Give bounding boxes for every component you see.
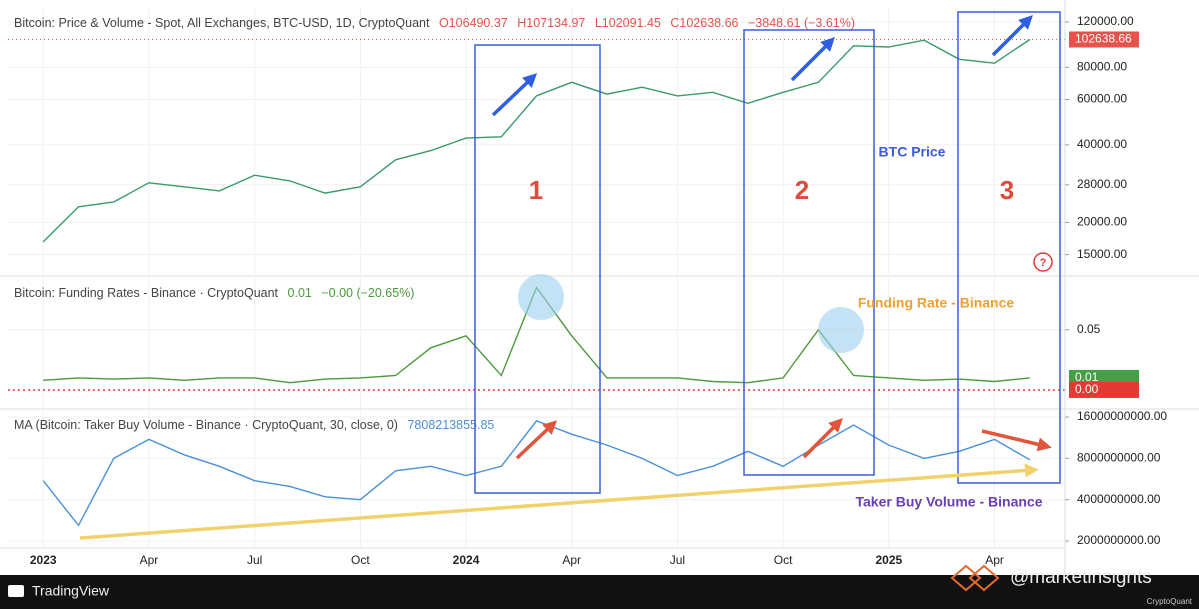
header-text: Bitcoin: Price & Volume - Spot, All Exch…: [14, 16, 430, 30]
boxes: [474, 11, 1061, 494]
header-text: −3848.61 (−3.61%): [748, 16, 855, 30]
arrow: [515, 420, 558, 460]
help-icon: [1033, 252, 1053, 272]
header-text: 7808213855.85: [407, 418, 494, 432]
highlight: [818, 307, 864, 353]
box: [957, 11, 1061, 484]
annotation: 3: [1000, 175, 1014, 205]
price-label-box: [1069, 31, 1139, 48]
y-tick-label: 2000000000.00: [1077, 533, 1161, 547]
footer: [0, 575, 1199, 609]
arrow: [981, 429, 1052, 452]
x-tick-label: Jul: [247, 553, 262, 567]
price-label: 0.01: [1075, 370, 1099, 384]
arrow: [790, 37, 835, 82]
arrow: [991, 15, 1033, 57]
header-text: 0.01: [288, 286, 312, 300]
box: [474, 44, 601, 494]
header-text: C102638.66: [670, 16, 738, 30]
panes: 2023 Apr Jul Oct 2024 Apr Jul Oct 2025 Apr 15000.0…: [8, 8, 1167, 567]
header-text: L102091.45: [595, 16, 661, 30]
x-tick-label: Jul: [670, 553, 685, 567]
arrow: [491, 73, 538, 117]
price-label: 102638.66: [1075, 32, 1132, 46]
y-tick-label: 20000.00: [1077, 215, 1127, 229]
y-tick-label: 16000000000.00: [1077, 409, 1167, 423]
series-line: [42, 38, 1031, 243]
trend-line: [79, 463, 1039, 540]
x-tick-label: Apr: [985, 553, 1004, 567]
price-label-box: [1069, 381, 1139, 398]
price-label-box: [1069, 369, 1139, 386]
y-tick-label: 15000.00: [1077, 247, 1127, 261]
x-tick-label: 2024: [453, 553, 480, 567]
help-icon-text: ?: [1040, 257, 1047, 269]
arrows: [79, 15, 1052, 540]
pane-header: Bitcoin: Price & Volume - Spot, All Exch…: [14, 16, 855, 30]
logo: [8, 585, 24, 597]
brand: TradingView: [32, 583, 110, 599]
annotation: Taker Buy Volume - Binance: [856, 494, 1043, 510]
annotation: BTC Price: [879, 144, 946, 160]
logo: [950, 564, 1000, 592]
y-tick-label: 40000.00: [1077, 137, 1127, 151]
handle: @marketinsights: [1010, 567, 1152, 588]
x-tick-label: Apr: [140, 553, 159, 567]
y-tick-label: 120000.00: [1077, 14, 1134, 28]
annotation: 2: [795, 175, 809, 205]
x-tick-label: Oct: [351, 553, 370, 567]
annotation: 1: [529, 175, 543, 205]
pane-header: MA (Bitcoin: Taker Buy Volume - Binance …: [14, 418, 494, 432]
x-tick-label: Oct: [774, 553, 793, 567]
highlight: [518, 274, 564, 320]
x-tick-label: 2025: [875, 553, 902, 567]
arrow: [802, 418, 843, 459]
price-label: 0.00: [1075, 382, 1099, 396]
annotation: Funding Rate - Binance: [858, 295, 1015, 311]
y-tick-label: 4000000000.00: [1077, 492, 1161, 506]
y-tick-label: 0.05: [1077, 322, 1101, 336]
x-tick-label: 2023: [30, 553, 57, 567]
box: [743, 29, 875, 476]
header-text: Bitcoin: Funding Rates - Binance · Crypt…: [14, 286, 279, 300]
header-text: MA (Bitcoin: Taker Buy Volume - Binance …: [14, 418, 398, 432]
header-text: O106490.37: [439, 16, 508, 30]
y-tick-label: 28000.00: [1077, 177, 1127, 191]
header-text: −0.00 (−20.65%): [321, 286, 414, 300]
header-text: H107134.97: [517, 16, 585, 30]
y-tick-label: 80000.00: [1077, 60, 1127, 74]
pane-header: Bitcoin: Funding Rates - Binance · Crypt…: [14, 286, 414, 300]
source: CryptoQuant: [1147, 597, 1193, 606]
y-tick-label: 8000000000.00: [1077, 451, 1161, 465]
x-tick-label: Apr: [562, 553, 581, 567]
series-line: [42, 420, 1031, 527]
y-tick-label: 60000.00: [1077, 92, 1127, 106]
